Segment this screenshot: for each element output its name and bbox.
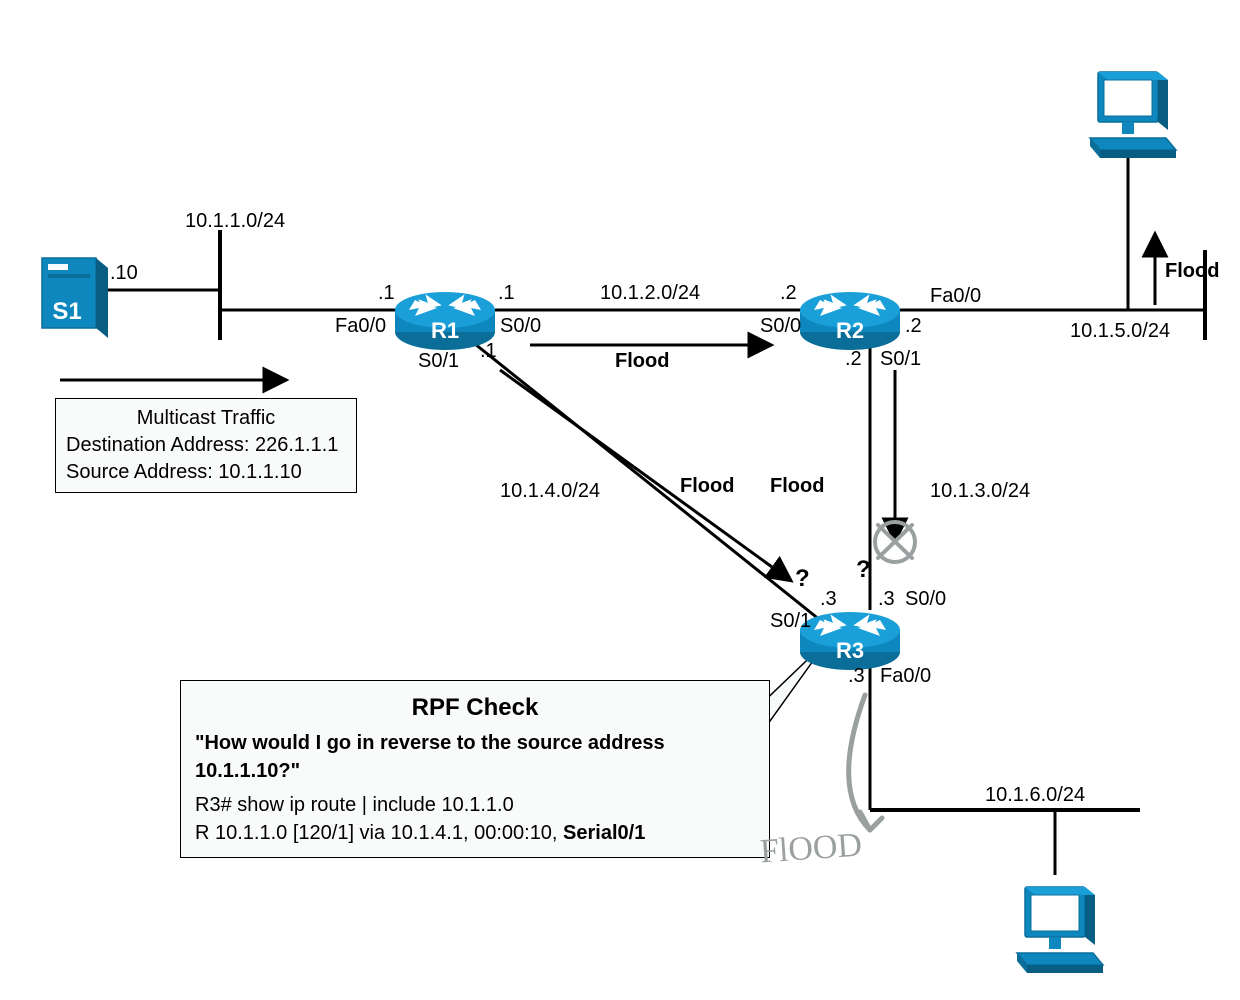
flood-r1r2: Flood bbox=[615, 350, 669, 373]
addr-r1-left: .1 bbox=[378, 282, 395, 305]
net-s1-label: 10.1.1.0/24 bbox=[185, 210, 285, 233]
addr-r3-down: .3 bbox=[848, 665, 865, 688]
rpf-title: RPF Check bbox=[195, 691, 755, 725]
addr-r2-right: .2 bbox=[905, 315, 922, 338]
addr-r1-dr: .1 bbox=[480, 340, 497, 363]
router-r1-label: R1 bbox=[425, 318, 465, 344]
if-r2-fa00: Fa0/0 bbox=[930, 285, 981, 308]
net-r1r3-label: 10.1.4.0/24 bbox=[500, 480, 600, 503]
host-h1-label: H1 bbox=[1113, 80, 1147, 106]
net-r1r2-label: 10.1.2.0/24 bbox=[600, 282, 700, 305]
server-s1-label: S1 bbox=[50, 298, 84, 326]
flood-r1r3: Flood bbox=[680, 475, 734, 498]
traffic-title: Multicast Traffic bbox=[66, 405, 346, 432]
if-r1-s00: S0/0 bbox=[500, 315, 541, 338]
rpf-route-pre: R 10.1.1.0 [120/1] via 10.1.4.1, 00:00:1… bbox=[195, 822, 563, 844]
multicast-traffic-box: Multicast Traffic Destination Address: 2… bbox=[55, 398, 357, 493]
if-r3-s01: S0/1 bbox=[770, 610, 811, 633]
addr-r2-down: .2 bbox=[845, 348, 862, 371]
rpf-route: R 10.1.1.0 [120/1] via 10.1.4.1, 00:00:1… bbox=[195, 819, 755, 847]
if-r1-fa00: Fa0/0 bbox=[335, 315, 386, 338]
addr-r2-left: .2 bbox=[780, 282, 797, 305]
qmark-vert: ? bbox=[856, 556, 871, 584]
net-r2r3-label: 10.1.3.0/24 bbox=[930, 480, 1030, 503]
addr-s1: .10 bbox=[110, 262, 138, 285]
if-r3-fa00: Fa0/0 bbox=[880, 665, 931, 688]
rpf-route-bold: Serial0/1 bbox=[563, 822, 645, 844]
rpf-question: "How would I go in reverse to the source… bbox=[195, 729, 755, 785]
host-h2-label: H2 bbox=[1040, 895, 1074, 921]
addr-r3-top: .3 bbox=[878, 588, 895, 611]
addr-r1-right: .1 bbox=[498, 282, 515, 305]
router-r2-label: R2 bbox=[830, 318, 870, 344]
router-r3-label: R3 bbox=[830, 638, 870, 664]
net-r3h2-label: 10.1.6.0/24 bbox=[985, 784, 1085, 807]
if-r2-s01: S0/1 bbox=[880, 348, 921, 371]
flood-r2r3: Flood bbox=[770, 475, 824, 498]
hand-flood-text: FlOOD bbox=[759, 826, 863, 871]
if-r3-s00: S0/0 bbox=[905, 588, 946, 611]
if-r2-s00: S0/0 bbox=[760, 315, 801, 338]
addr-r3-diag: .3 bbox=[820, 588, 837, 611]
rpf-callout: RPF Check "How would I go in reverse to … bbox=[180, 680, 770, 858]
qmark-diag: ? bbox=[795, 565, 810, 593]
flood-r2h1: Flood bbox=[1165, 260, 1219, 283]
traffic-dest: Destination Address: 226.1.1.1 bbox=[66, 432, 346, 459]
traffic-src: Source Address: 10.1.1.10 bbox=[66, 459, 346, 486]
if-r1-s01: S0/1 bbox=[418, 350, 459, 373]
rpf-cmd: R3# show ip route | include 10.1.1.0 bbox=[195, 791, 755, 819]
net-r2h1-label: 10.1.5.0/24 bbox=[1070, 320, 1170, 343]
